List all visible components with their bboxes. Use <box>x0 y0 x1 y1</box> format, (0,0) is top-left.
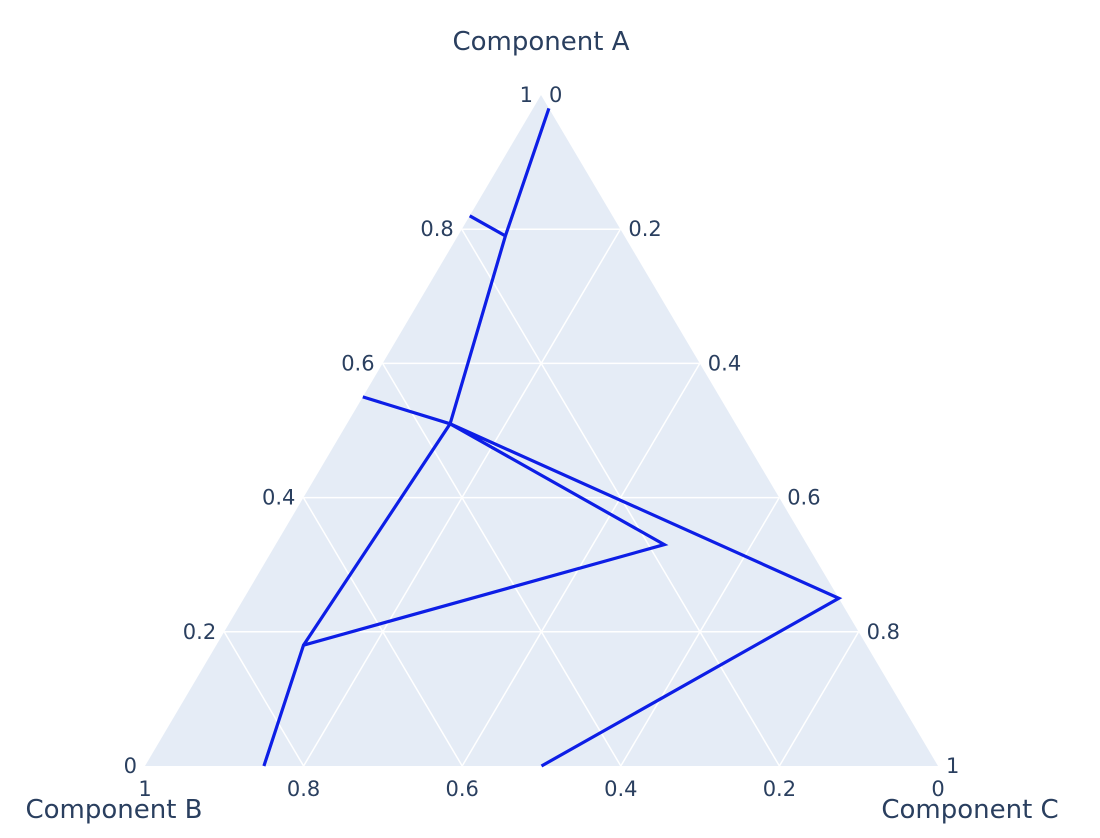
tick-label-b: 1 <box>138 777 151 801</box>
grid-line-b <box>381 363 622 767</box>
grid-line-c <box>620 497 780 767</box>
grid-line-b <box>223 631 305 767</box>
series-line-0 <box>262 107 843 768</box>
axis-title-a: Component A <box>453 27 630 57</box>
tick-label-a: 0.8 <box>420 217 453 241</box>
tick-label-c: 1 <box>946 754 959 778</box>
axis-title-b: Component B <box>25 795 202 825</box>
tick-label-b: 0.2 <box>763 777 796 801</box>
tick-label-b: 0.6 <box>445 777 478 801</box>
tick-label-b: 0 <box>931 777 944 801</box>
tick-label-a: 0.2 <box>183 620 216 644</box>
grid-line-c <box>778 631 860 767</box>
tick-label-b: 0.4 <box>604 777 637 801</box>
grid-line-b <box>302 497 463 767</box>
tick-label-c: 0.4 <box>708 351 741 375</box>
tick-label-c: 0.8 <box>867 620 900 644</box>
series-layer <box>262 107 843 768</box>
axis-title-c: Component C <box>881 795 1058 825</box>
grid-line-c <box>461 363 701 767</box>
tick-label-a: 0.4 <box>262 486 295 510</box>
tick-label-b: 0.8 <box>287 777 320 801</box>
tick-label-c: 0 <box>549 83 562 107</box>
tick-label-a: 1 <box>520 83 533 107</box>
tick-label-c: 0.6 <box>787 486 820 510</box>
tick-label-a: 0 <box>124 754 137 778</box>
plot-area <box>145 95 938 766</box>
tick-label-c: 0.2 <box>628 217 661 241</box>
grid-lines <box>223 228 860 767</box>
tick-labels: 00.20.40.60.81 00.20.40.60.8100.20.40.60.… <box>124 83 960 801</box>
tick-label-a: 0.6 <box>341 351 374 375</box>
